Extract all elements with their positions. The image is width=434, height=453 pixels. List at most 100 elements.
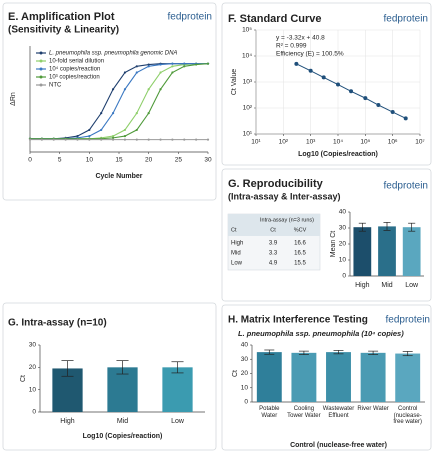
point	[147, 138, 150, 141]
table-cell: High	[231, 241, 243, 247]
point	[76, 135, 79, 138]
point	[171, 71, 174, 74]
x-tick-label: 10⁷	[415, 139, 425, 146]
table-column: Ct	[270, 227, 276, 233]
x-tick-label: 25	[175, 157, 183, 164]
point	[308, 68, 313, 73]
bar	[107, 367, 138, 412]
brand: fedprotein	[384, 14, 428, 25]
point	[195, 63, 198, 66]
point	[88, 135, 91, 138]
point	[111, 135, 115, 138]
table-cell: 16.5	[294, 251, 306, 257]
annotation: Efficiency (E) = 100.5%	[276, 51, 344, 58]
y-tick-label: 10	[29, 386, 37, 393]
x-tick-label: Mid	[381, 282, 392, 289]
y-tick-label: 30	[241, 356, 249, 363]
y-axis-label: ΔRn	[10, 92, 17, 106]
table-cell: 3.9	[269, 241, 278, 247]
point	[206, 62, 210, 65]
brand: fedprotein	[386, 315, 430, 326]
x-tick-label: 20	[145, 157, 153, 164]
x-tick-label: 30	[204, 157, 212, 164]
y-axis-label: Ct	[20, 375, 27, 382]
point	[100, 138, 103, 141]
point	[403, 116, 408, 121]
panel	[2, 2, 217, 201]
bar	[360, 352, 386, 402]
legend-marker	[39, 83, 43, 87]
point	[88, 128, 91, 132]
x-tick-label: High	[60, 418, 75, 425]
x-tick-label: 15	[115, 157, 123, 164]
x-tick-label: 10⁴	[333, 139, 343, 146]
point	[135, 65, 138, 68]
legend-marker	[39, 51, 43, 55]
legend-marker	[39, 59, 43, 63]
legend-label: NTC	[49, 83, 62, 89]
bar	[402, 227, 421, 276]
point	[159, 71, 162, 74]
point	[52, 138, 55, 141]
point	[135, 112, 138, 115]
table-cell: 15.5	[294, 261, 306, 267]
point	[159, 63, 162, 66]
y-tick-label: 10³	[243, 79, 253, 86]
point	[183, 65, 186, 68]
table-column: Ct	[231, 227, 237, 233]
point	[111, 136, 115, 139]
y-tick-label: 30	[29, 342, 37, 349]
panel-title: G. Reproducibility	[228, 178, 324, 190]
table-column: %CV	[294, 227, 307, 233]
panel	[221, 2, 432, 166]
x-tick-label: 10⁶	[388, 139, 398, 146]
panel-subtitle: L. pneumophila ssp. pneumophila (10⁴ cop…	[238, 329, 404, 338]
point	[171, 65, 174, 68]
x-tick-label: Potable Water	[259, 406, 280, 419]
point	[123, 138, 127, 141]
annotation: R² = 0.999	[276, 43, 307, 50]
point	[147, 112, 150, 115]
point	[321, 75, 326, 80]
annotation: y = -3.32x + 40.8	[276, 35, 325, 42]
table-cell: 4.9	[269, 261, 278, 267]
y-tick-label: 10¹	[243, 131, 253, 138]
legend-marker	[39, 67, 43, 71]
x-tick-label: 10³	[306, 139, 316, 146]
y-tick-label: 20	[241, 370, 249, 377]
point	[363, 96, 368, 101]
y-tick-label: 30	[339, 225, 347, 232]
point	[40, 138, 43, 141]
point	[147, 63, 150, 66]
panel-title: H. Matrix Interference Testing	[228, 315, 368, 326]
point	[135, 138, 138, 141]
y-tick-label: 0	[32, 409, 36, 416]
table-header: Intra-assay (n=3 runs)	[260, 217, 314, 223]
x-axis-label: Log10 (Copies/reaction)	[83, 433, 163, 440]
x-tick-label: Cooling Tower Water	[287, 406, 321, 419]
panel-title: F. Standard Curve	[228, 13, 322, 25]
legend-label: L. pneumophila ssp. pneumophila genomic …	[49, 51, 177, 57]
bar	[256, 352, 282, 402]
bar	[162, 367, 193, 412]
point	[123, 135, 127, 138]
panel-title: G. Intra-assay (n=10)	[8, 318, 107, 329]
point	[111, 112, 115, 115]
panel-subtitle: (Intra-assay & Inter-assay)	[228, 191, 341, 201]
point	[111, 88, 115, 91]
legend-label: 10⁴ copies/reaction	[49, 66, 100, 73]
point	[206, 138, 210, 141]
point	[159, 88, 162, 91]
legend-label: 10-fold serial dilution	[49, 59, 104, 65]
point	[28, 138, 32, 141]
point	[123, 88, 127, 91]
brand: fedprotein	[168, 12, 212, 23]
y-axis-label: Mean Ct	[330, 231, 337, 258]
x-tick-label: High	[355, 282, 370, 289]
point	[159, 138, 162, 141]
point	[100, 128, 103, 132]
y-tick-label: 40	[339, 209, 347, 216]
bar	[326, 352, 351, 402]
x-axis-label: Log10 (Copies/reaction)	[298, 151, 378, 158]
x-tick-label: 5	[58, 157, 62, 164]
